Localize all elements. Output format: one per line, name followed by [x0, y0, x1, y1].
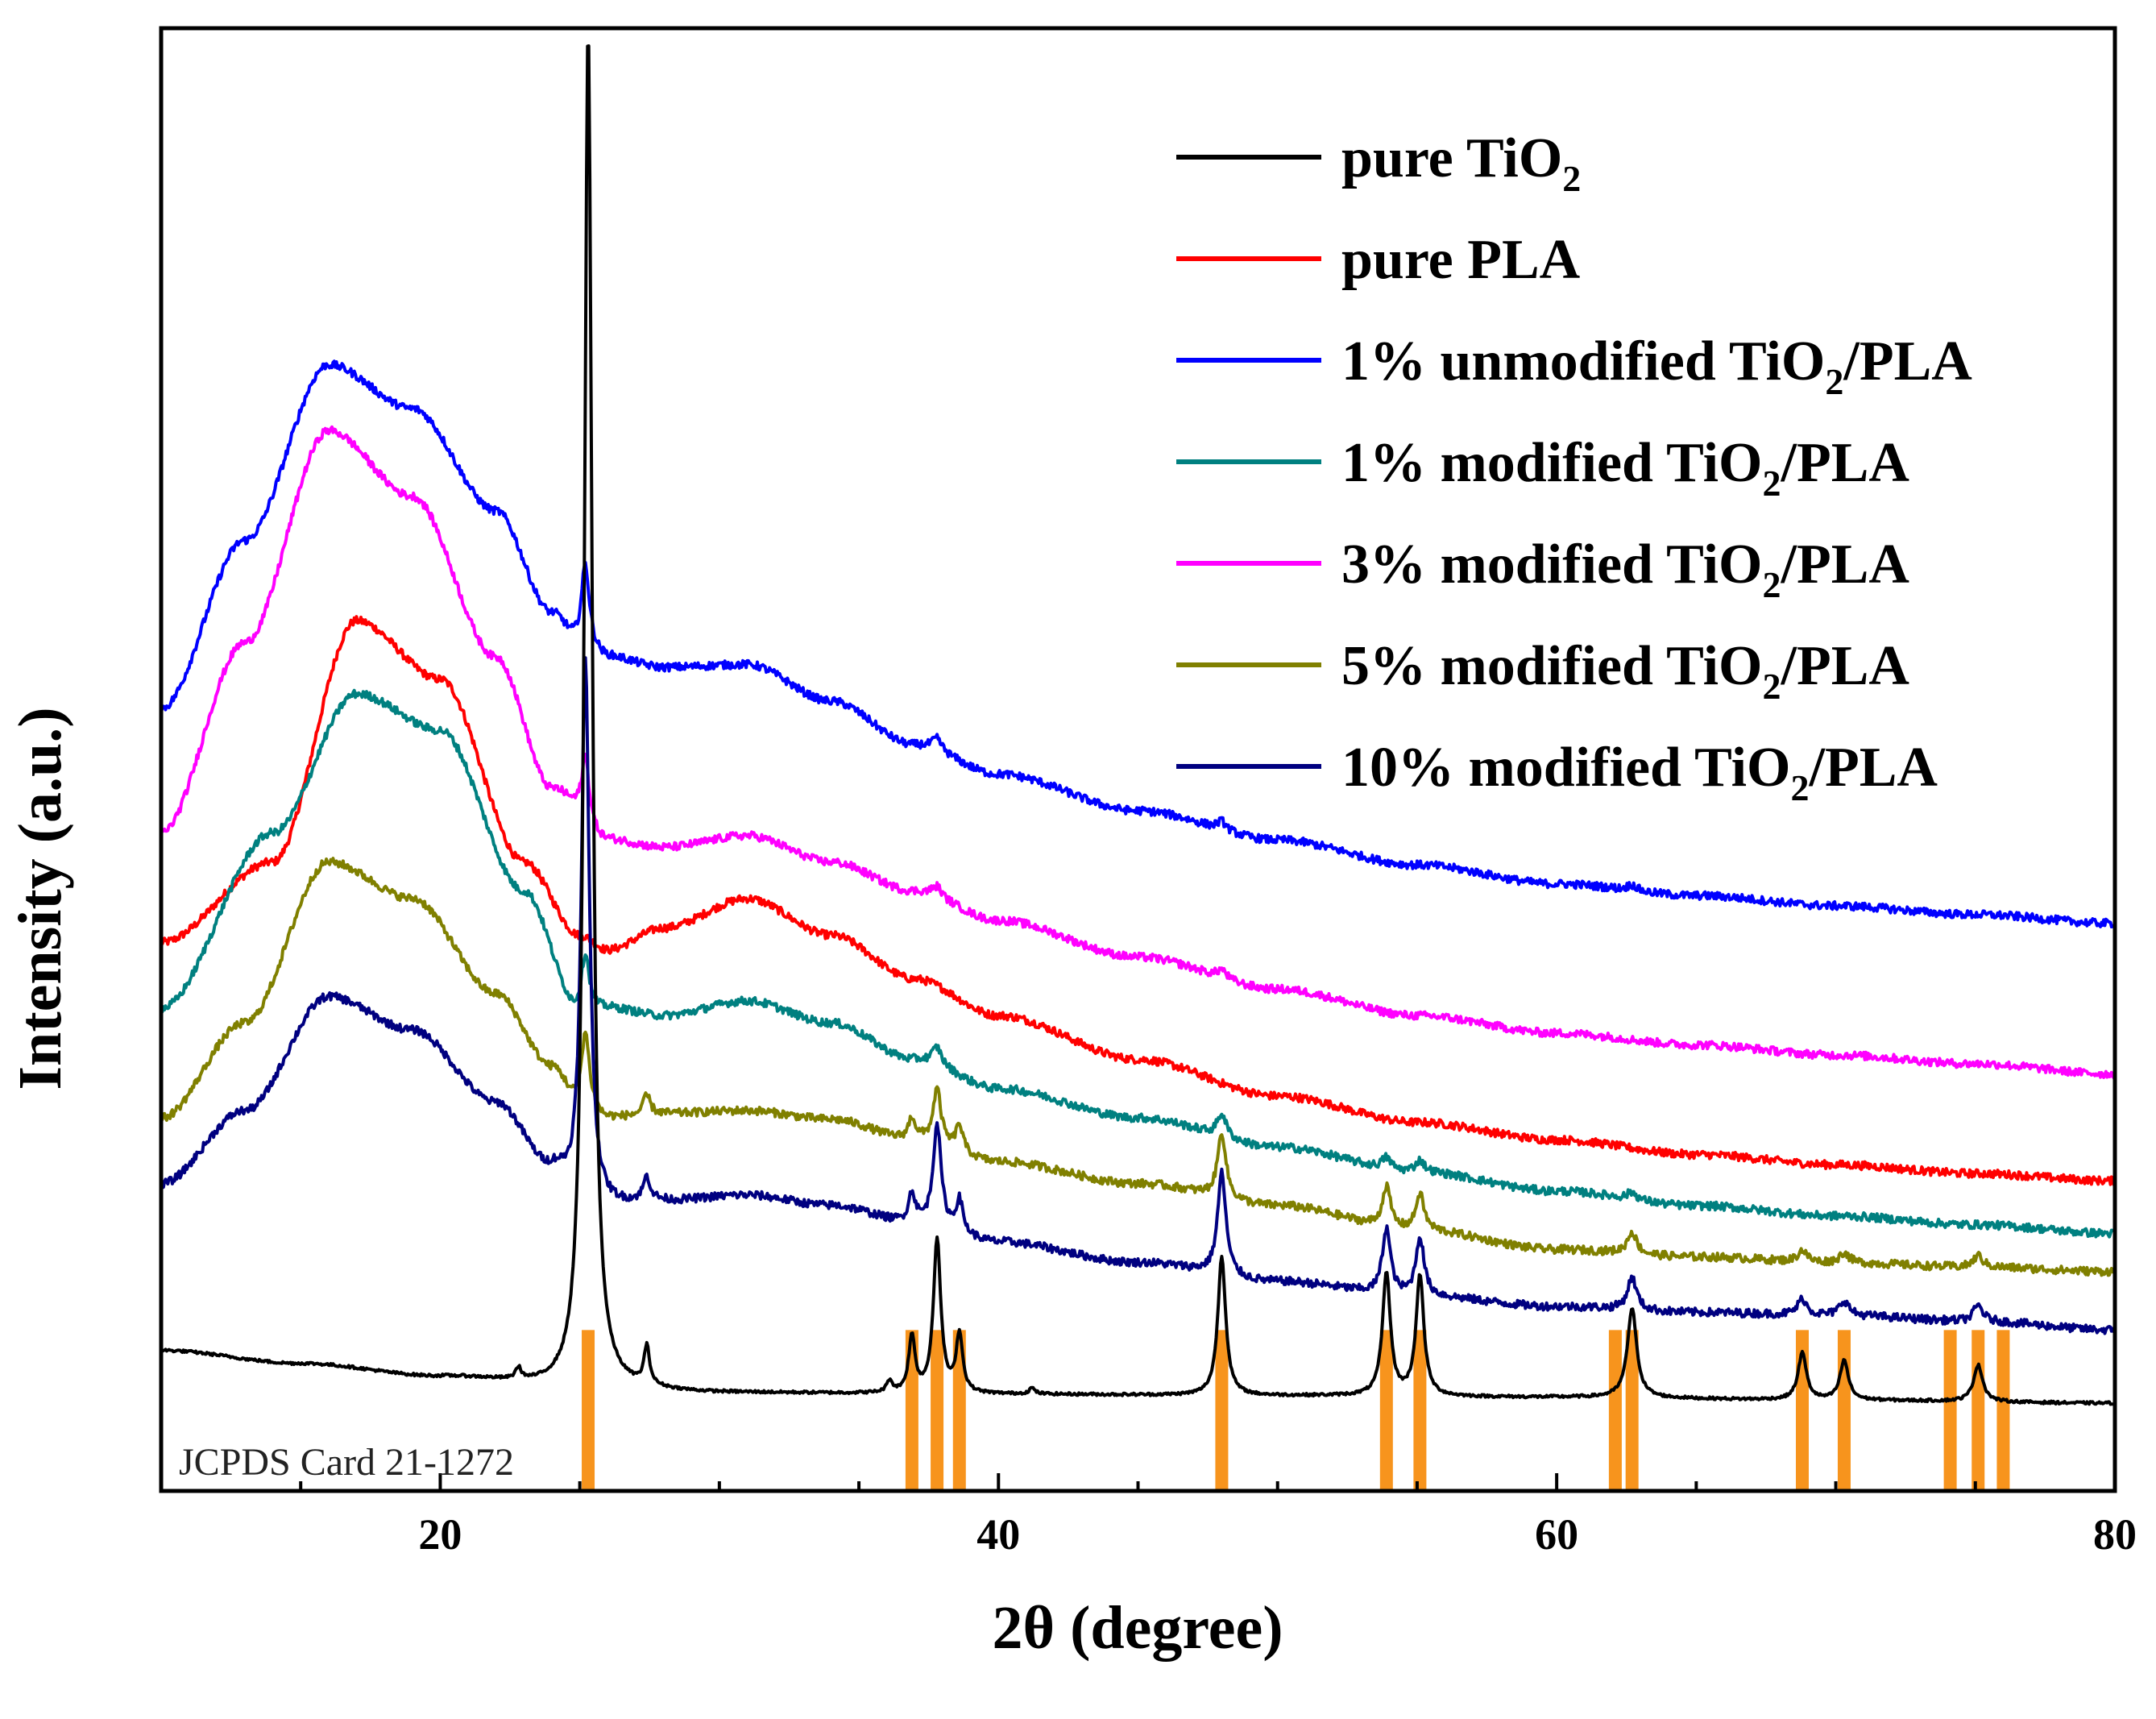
jcpds-reference-line — [1943, 1330, 1957, 1491]
series-line — [160, 615, 2117, 1186]
series-layer — [160, 44, 2117, 1406]
jcpds-reference-line — [1971, 1330, 1985, 1491]
series-line — [160, 688, 2117, 1239]
series-line — [160, 359, 2117, 929]
jcpds-reference-line — [1413, 1330, 1427, 1491]
jcpds-reference-line — [1379, 1330, 1393, 1491]
y-axis-title: Intensity (a.u.) — [6, 707, 74, 1090]
jcpds-reference-line — [931, 1330, 944, 1491]
x-tick-label: 40 — [976, 1510, 1020, 1559]
jcpds-reference-line — [905, 1330, 918, 1491]
legend-label: 1% unmodified TiO2/PLA — [1341, 330, 1972, 402]
x-tick-label: 60 — [1535, 1510, 1578, 1559]
x-tick-label: 80 — [2093, 1510, 2137, 1559]
legend: pure TiO2 pure PLA 1% unmodified TiO2/PLA 1… — [1176, 127, 1972, 808]
jcpds-reference-line — [582, 1330, 595, 1491]
series-line — [160, 425, 2117, 1080]
series-line — [160, 857, 2117, 1277]
jcpds-reference-line — [1608, 1330, 1622, 1491]
series-line — [160, 656, 2116, 1335]
jcpds-annotation: JCPDS Card 21-1272 — [179, 1441, 514, 1484]
legend-label: 1% modified TiO2/PLA — [1341, 432, 1909, 504]
legend-label: 5% modified TiO2/PLA — [1341, 635, 1909, 707]
jcpds-reference-line — [1625, 1330, 1639, 1491]
x-axis-ticks: 20 40 60 80 — [160, 1473, 2137, 1559]
jcpds-reference-line — [1215, 1330, 1229, 1491]
jcpds-reference-line — [1837, 1330, 1851, 1491]
x-tick-label: 20 — [418, 1510, 462, 1559]
legend-label: 10% modified TiO2/PLA — [1341, 737, 1938, 808]
jcpds-reference-line — [952, 1330, 966, 1491]
jcpds-reference-line — [1996, 1330, 2010, 1491]
x-axis-title: 2θ (degree) — [992, 1594, 1283, 1662]
series-line — [160, 44, 2117, 1406]
reference-lines — [582, 1330, 2010, 1491]
legend-label: 3% modified TiO2/PLA — [1341, 534, 1909, 605]
legend-label: pure TiO2 — [1341, 127, 1581, 199]
legend-label: pure PLA — [1341, 229, 1581, 291]
